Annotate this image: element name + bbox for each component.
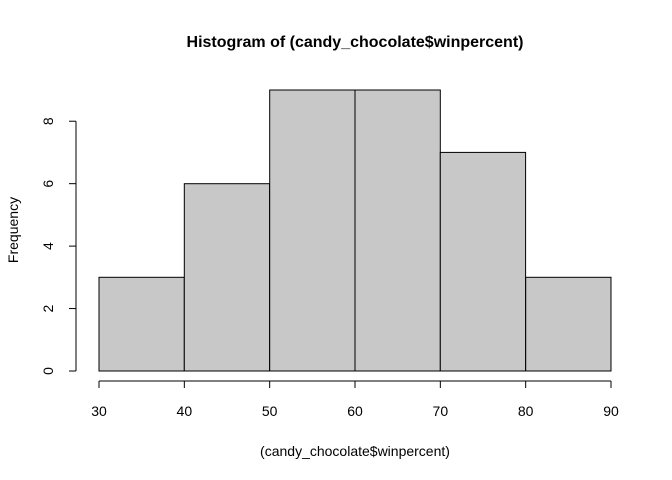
- x-tick-label: 70: [433, 403, 449, 419]
- histogram-bar: [183, 183, 271, 372]
- bars-group: [98, 89, 612, 372]
- y-tick-label: 4: [40, 242, 56, 250]
- histogram-bar: [525, 276, 612, 372]
- y-axis-label: Frequency: [5, 197, 21, 263]
- x-tick-label: 30: [91, 403, 107, 419]
- x-axis-label: (candy_chocolate$winpercent): [260, 443, 450, 459]
- histogram-bar: [439, 151, 527, 372]
- x-tick-label: 40: [177, 403, 193, 419]
- x-tick-label: 90: [603, 403, 619, 419]
- x-tick-label: 60: [347, 403, 363, 419]
- y-tick-label: 6: [40, 180, 56, 188]
- x-tick-label: 80: [518, 403, 534, 419]
- histogram-bar: [354, 89, 441, 372]
- chart-title: Histogram of (candy_chocolate$winpercent…: [187, 34, 524, 51]
- histogram-bar: [98, 276, 185, 372]
- y-tick-label: 2: [40, 304, 56, 312]
- y-tick-label: 0: [40, 367, 56, 375]
- x-tick-label: 50: [262, 403, 278, 419]
- y-tick-label: 8: [40, 117, 56, 125]
- histogram-bar: [269, 89, 356, 372]
- x-axis: 30 40 50 60 70 80 90: [91, 380, 619, 419]
- y-axis: 0 2 4 6 8: [40, 117, 77, 375]
